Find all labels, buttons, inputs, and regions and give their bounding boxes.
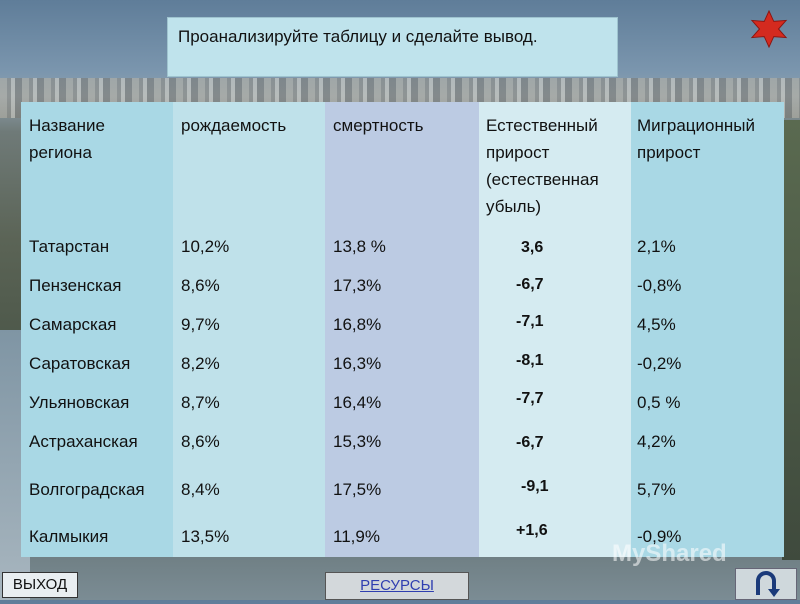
star-icon <box>750 10 788 48</box>
cell-migration: 4,2% <box>637 432 676 451</box>
cell-birth-rate: 8,6% <box>181 276 220 295</box>
cell-death-rate: 16,3% <box>333 354 382 373</box>
cell-region: Татарстан <box>29 237 110 256</box>
watermark: MyShared <box>612 540 727 567</box>
column-natural-increase: Естественный прирост (естественная убыль… <box>479 102 631 557</box>
cell-birth-rate: 13,5% <box>181 527 230 546</box>
header-region: Название региона <box>29 116 105 162</box>
header-death-rate: смертность <box>333 116 424 135</box>
cell-region: Пензенская <box>29 276 122 295</box>
cell-migration: 0,5 % <box>637 393 681 412</box>
cell-death-rate: 17,5% <box>333 480 382 499</box>
cell-birth-rate: 8,2% <box>181 354 220 373</box>
background-trees <box>782 120 800 560</box>
cell-migration: 2,1% <box>637 237 676 256</box>
cell-natural-increase: -6,7 <box>516 434 544 451</box>
cell-birth-rate: 9,7% <box>181 315 220 334</box>
cell-birth-rate: 8,4% <box>181 480 220 499</box>
cell-natural-increase: -7,7 <box>516 390 544 407</box>
cell-death-rate: 11,9% <box>333 527 380 546</box>
cell-death-rate: 15,3% <box>333 432 382 451</box>
cell-natural-increase: -9,1 <box>521 478 549 495</box>
column-region: Название региона Татарстан Пензенская Са… <box>21 102 173 557</box>
cell-migration: -0,2% <box>637 354 682 373</box>
cell-natural-increase: 3,6 <box>521 239 544 256</box>
task-text: Проанализируйте таблицу и сделайте вывод… <box>178 27 538 46</box>
cell-natural-increase: -6,7 <box>516 276 544 293</box>
cell-death-rate: 17,3% <box>333 276 382 295</box>
header-birth-rate: рождаемость <box>181 116 287 135</box>
column-death-rate: смертность 13,8 % 17,3% 16,8% 16,3% 16,4… <box>325 102 479 557</box>
cell-death-rate: 13,8 % <box>333 237 386 256</box>
header-migration: Миграционный прирост <box>637 116 755 162</box>
cell-region: Саратовская <box>29 354 131 373</box>
population-table: Название региона Татарстан Пензенская Са… <box>21 102 784 557</box>
cell-natural-increase: -7,1 <box>516 313 544 330</box>
exit-button[interactable]: ВЫХОД <box>2 572 78 598</box>
resources-button[interactable]: РЕСУРСЫ <box>325 572 469 600</box>
cell-birth-rate: 8,6% <box>181 432 220 451</box>
cell-region: Ульяновская <box>29 393 130 412</box>
cell-migration: -0,9% <box>637 527 682 546</box>
column-birth-rate: рождаемость 10,2% 8,6% 9,7% 8,2% 8,7% 8,… <box>173 102 325 557</box>
cell-natural-increase: -8,1 <box>516 352 544 369</box>
cell-birth-rate: 10,2% <box>181 237 230 256</box>
cell-migration: 5,7% <box>637 480 676 499</box>
cell-region: Калмыкия <box>29 527 109 546</box>
task-box: Проанализируйте таблицу и сделайте вывод… <box>167 17 618 77</box>
cell-region: Волгоградская <box>29 480 145 499</box>
u-turn-icon <box>756 571 780 597</box>
cell-migration: 4,5% <box>637 315 676 334</box>
return-button[interactable] <box>735 568 797 600</box>
cell-birth-rate: 8,7% <box>181 393 220 412</box>
cell-migration: -0,8% <box>637 276 682 295</box>
cell-death-rate: 16,4% <box>333 393 382 412</box>
cell-natural-increase: +1,6 <box>516 522 548 539</box>
cell-region: Астраханская <box>29 432 138 451</box>
header-natural-increase: Естественный прирост (естественная убыль… <box>486 116 599 216</box>
cell-death-rate: 16,8% <box>333 315 382 334</box>
column-migration: Миграционный прирост 2,1% -0,8% 4,5% -0,… <box>631 102 784 557</box>
cell-region: Самарская <box>29 315 117 334</box>
